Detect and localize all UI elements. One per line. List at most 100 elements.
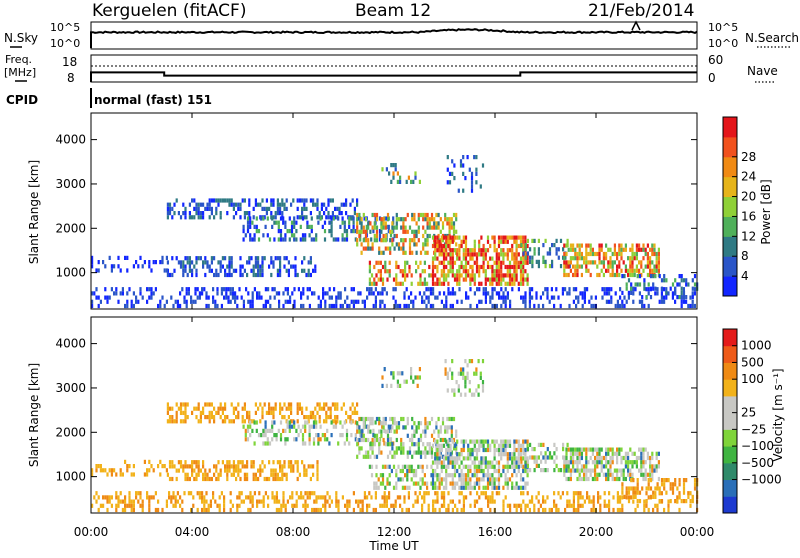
range-cell: [455, 242, 458, 247]
range-cell: [535, 291, 538, 296]
y-tick-label: 3000: [55, 381, 86, 395]
range-cell: [179, 303, 182, 309]
range-cell: [293, 299, 296, 304]
range-cell: [316, 202, 319, 207]
range-cell: [447, 235, 450, 240]
range-cell: [624, 268, 627, 273]
range-cell: [203, 507, 206, 513]
range-cell: [208, 476, 211, 482]
range-cell: [537, 463, 540, 468]
range-cell: [473, 456, 476, 461]
range-cell: [620, 472, 623, 477]
range-cell: [249, 420, 252, 425]
range-cell: [406, 433, 409, 438]
range-cell: [219, 406, 222, 411]
range-cell: [270, 272, 273, 278]
range-cell: [396, 171, 399, 176]
range-cell: [475, 260, 479, 265]
range-cell: [290, 224, 294, 229]
range-cell: [209, 499, 212, 504]
range-cell: [645, 486, 648, 491]
range-cell: [605, 251, 608, 257]
range-cell: [450, 221, 453, 226]
range-cell: [368, 281, 371, 286]
range-cell: [579, 291, 582, 296]
range-cell: [379, 269, 382, 274]
range-cell: [413, 233, 416, 239]
range-cell: [693, 482, 697, 487]
range-cell: [572, 243, 575, 248]
range-cell: [618, 243, 621, 248]
range-cell: [691, 291, 694, 296]
range-cell: [542, 499, 545, 504]
range-cell: [329, 410, 332, 415]
range-cell: [446, 371, 449, 376]
range-cell: [438, 485, 441, 490]
range-cell: [381, 167, 384, 172]
range-cell: [245, 495, 248, 500]
range-cell: [478, 287, 481, 292]
range-cell: [377, 485, 380, 490]
range-cell: [413, 217, 416, 222]
range-cell: [440, 468, 443, 474]
range-cell: [691, 299, 694, 304]
range-cell: [322, 503, 325, 508]
range-cell: [279, 264, 282, 269]
range-cell: [630, 495, 633, 500]
range-cell: [506, 443, 509, 448]
range-cell: [228, 268, 231, 273]
range-cell: [517, 252, 520, 257]
range-cell: [444, 367, 447, 372]
range-cell: [572, 287, 575, 292]
range-cell: [600, 243, 603, 248]
range-cell: [348, 220, 351, 225]
range-cell: [482, 485, 485, 490]
range-cell: [262, 503, 265, 508]
range-cell: [304, 441, 307, 446]
colorbar-tick: −25: [741, 422, 766, 436]
range-cell: [154, 507, 157, 513]
range-cell: [500, 260, 503, 265]
range-cell: [326, 437, 329, 442]
range-cell: [535, 455, 538, 460]
range-cell: [229, 491, 232, 496]
range-cell: [360, 250, 363, 255]
range-cell: [445, 299, 448, 304]
range-cell: [395, 450, 398, 455]
range-cell: [195, 464, 198, 469]
range-cell: [385, 167, 388, 172]
range-cell: [386, 442, 390, 447]
range-cell: [522, 264, 525, 270]
range-cell: [565, 272, 568, 278]
range-cell: [592, 503, 595, 508]
range-cell: [104, 295, 107, 300]
range-cell: [381, 291, 384, 296]
range-cell: [502, 235, 505, 240]
range-cell: [611, 268, 614, 273]
range-cell: [597, 491, 600, 496]
range-cell: [227, 299, 230, 304]
range-cell: [598, 460, 601, 465]
range-cell: [326, 291, 329, 296]
range-cell: [471, 452, 474, 457]
range-cell: [301, 424, 305, 429]
range-cell: [237, 472, 240, 477]
range-cell: [544, 451, 547, 456]
range-cell: [484, 495, 487, 500]
range-cell: [674, 290, 677, 295]
range-cell: [583, 295, 586, 300]
velocity-data: [91, 359, 699, 513]
range-cell: [462, 163, 465, 168]
range-cell: [383, 491, 386, 496]
range-cell: [286, 287, 289, 292]
range-cell: [298, 402, 301, 407]
range-cell: [447, 273, 450, 278]
range-cell: [691, 303, 694, 309]
range-cell: [513, 239, 516, 244]
range-cell: [627, 451, 630, 456]
range-cell: [520, 295, 523, 300]
range-cell: [624, 247, 627, 252]
range-cell: [421, 281, 424, 286]
range-cell: [495, 477, 498, 482]
range-cell: [428, 273, 431, 278]
